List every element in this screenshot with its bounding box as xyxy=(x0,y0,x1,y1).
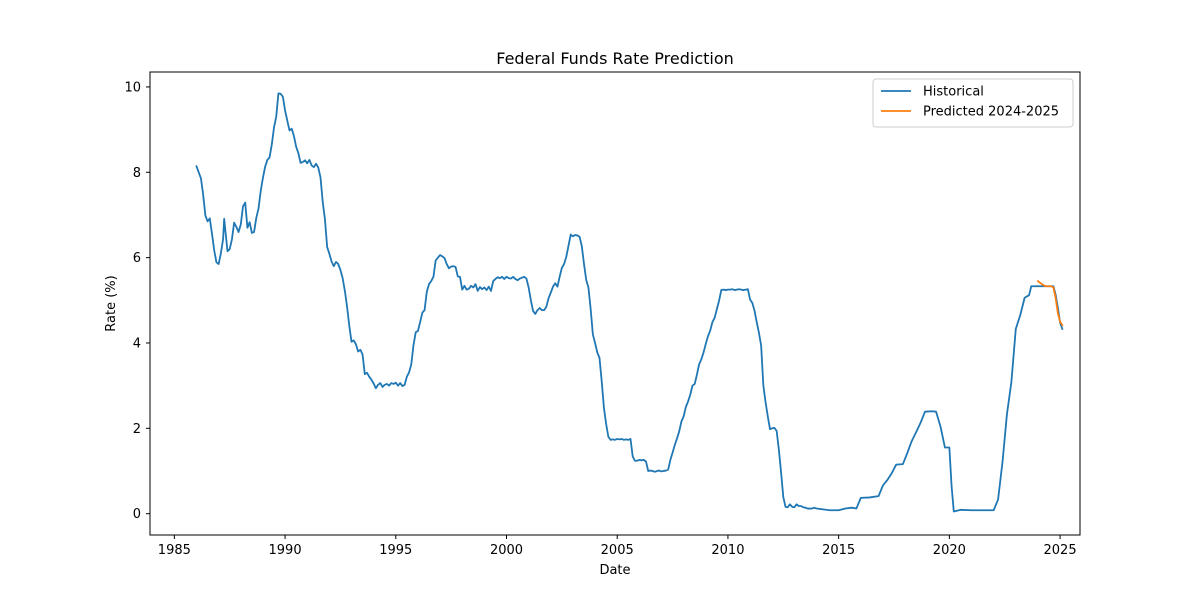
y-tick-label: 10 xyxy=(124,80,141,95)
y-tick-label: 8 xyxy=(133,166,141,181)
y-tick-label: 0 xyxy=(133,507,141,522)
x-tick-label: 2015 xyxy=(822,543,855,558)
legend-box xyxy=(872,78,1074,128)
y-axis-label: Rate (%) xyxy=(104,275,119,331)
x-tick-label: 2000 xyxy=(490,543,523,558)
legend-label: Predicted 2024-2025 xyxy=(923,105,1059,120)
legend: Historical Predicted 2024-2025 xyxy=(872,78,1074,128)
x-axis-ticks: 1985 1990 1995 2000 2005 2010 2015 2020 2025 xyxy=(158,535,1077,558)
x-tick-label: 1985 xyxy=(158,543,191,558)
x-tick-label: 1990 xyxy=(269,543,302,558)
x-tick-label: 2020 xyxy=(933,543,966,558)
x-tick-label: 2010 xyxy=(711,543,744,558)
x-tick-label: 2025 xyxy=(1044,543,1077,558)
chart-title: Federal Funds Rate Prediction xyxy=(496,49,734,68)
y-tick-label: 4 xyxy=(133,336,141,351)
y-tick-label: 6 xyxy=(133,251,141,266)
series-layer xyxy=(195,92,1064,513)
y-tick-label: 2 xyxy=(133,422,141,437)
x-axis-label: Date xyxy=(599,563,630,578)
x-tick-label: 1995 xyxy=(379,543,412,558)
plot-frame xyxy=(149,71,1081,536)
series-line-historical xyxy=(195,92,1064,513)
y-axis-ticks: 0 2 4 6 8 10 xyxy=(124,80,150,522)
legend-label: Historical xyxy=(923,85,984,100)
x-tick-label: 2005 xyxy=(601,543,634,558)
series-line-predicted xyxy=(1036,279,1064,327)
